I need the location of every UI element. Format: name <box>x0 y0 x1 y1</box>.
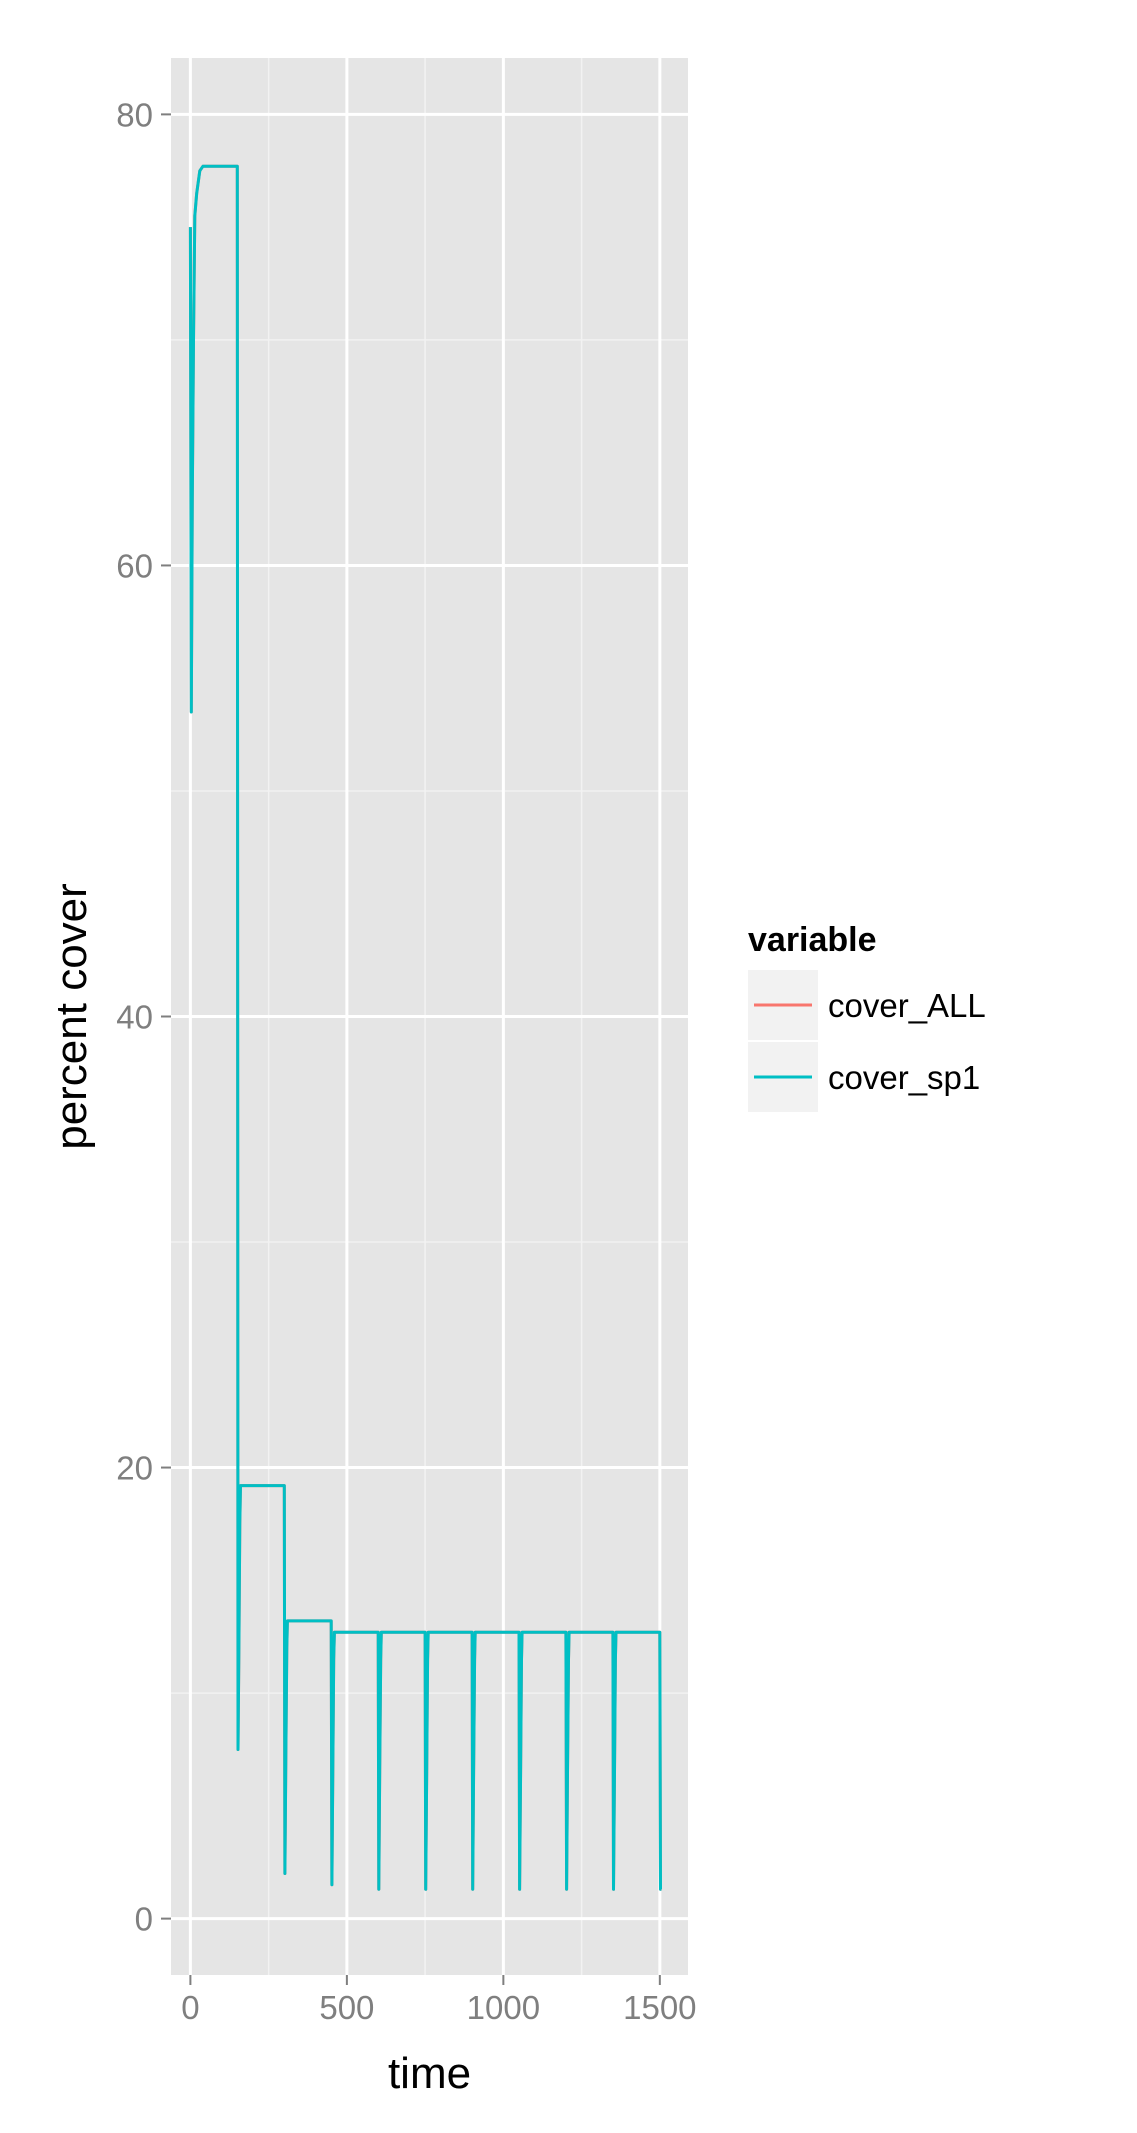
y-tick-label: 40 <box>116 999 153 1036</box>
x-tick-label: 1000 <box>467 1989 540 2026</box>
x-tick-label: 1500 <box>623 1989 696 2026</box>
x-axis: 0 500 1000 1500 <box>181 1975 697 2026</box>
y-axis: 0 20 40 60 80 <box>116 96 171 1938</box>
x-axis-title: time <box>388 2049 471 2098</box>
legend: variable cover_ALL cover_sp1 <box>748 921 986 1112</box>
legend-label: cover_sp1 <box>828 1059 980 1096</box>
series-layer <box>188 164 662 1891</box>
legend-title: variable <box>748 921 877 959</box>
y-axis-title: percent cover <box>47 883 96 1150</box>
y-tick-label: 80 <box>116 96 153 133</box>
y-tick-label: 60 <box>116 547 153 584</box>
y-tick-label: 0 <box>135 1901 153 1938</box>
series-line-cover-sp1 <box>188 164 662 1891</box>
legend-label: cover_ALL <box>828 987 986 1024</box>
x-tick-label: 0 <box>181 1989 199 2026</box>
y-tick-label: 20 <box>116 1450 153 1487</box>
x-tick-label: 500 <box>319 1989 374 2026</box>
